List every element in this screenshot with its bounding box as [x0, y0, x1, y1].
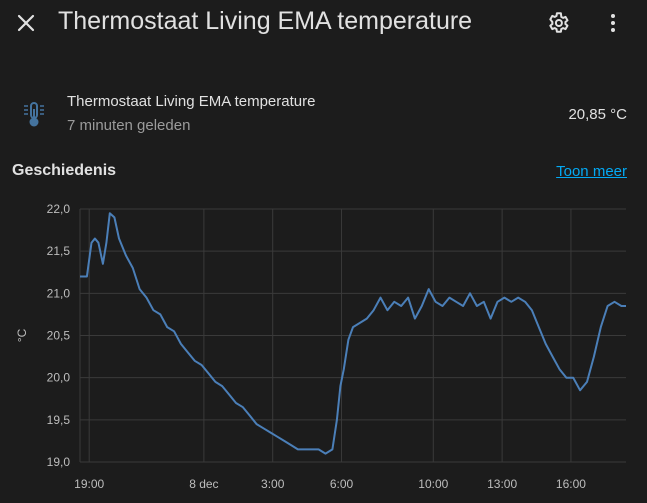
x-tick-label: 10:00	[418, 477, 448, 491]
x-tick-label: 19:00	[74, 477, 104, 491]
entity-state: 20,85 °C	[568, 106, 627, 123]
x-axis: 19:00 8 dec 3:00 6:00 10:00 13:00 16:00	[74, 477, 586, 491]
y-tick-label: 19,0	[47, 455, 71, 469]
y-tick-label: 22,0	[47, 202, 71, 216]
chart-grid	[79, 208, 626, 463]
x-tick-label: 6:00	[330, 477, 354, 491]
history-heading: Geschiedenis	[12, 162, 117, 179]
y-axis: 22,0 21,5 21,0 20,5 20,0 19,5 19,0	[47, 202, 71, 469]
x-tick-label: 8 dec	[189, 477, 218, 491]
more-options-button[interactable]	[595, 5, 631, 41]
entity-row: Thermostaat Living EMA temperature 7 min…	[0, 88, 647, 138]
show-more-link[interactable]: Toon meer	[556, 163, 627, 180]
y-tick-label: 20,5	[47, 329, 71, 343]
entity-last-changed: 7 minuten geleden	[67, 117, 191, 134]
dialog-title: Thermostaat Living EMA temperature	[58, 7, 473, 35]
close-icon	[17, 14, 35, 32]
y-axis-label: °C	[15, 328, 29, 342]
x-tick-label: 16:00	[556, 477, 586, 491]
thermometer-icon	[24, 102, 44, 127]
x-tick-label: 3:00	[261, 477, 285, 491]
temperature-series-line	[80, 212, 626, 455]
y-tick-label: 19,5	[47, 413, 71, 427]
more-vertical-icon	[611, 14, 615, 32]
x-tick-label: 13:00	[487, 477, 517, 491]
gear-icon	[549, 12, 569, 33]
y-tick-label: 21,0	[47, 286, 71, 300]
y-tick-label: 21,5	[47, 244, 71, 258]
history-chart: 22,0 21,5 21,0 20,5 20,0 19,5 19,0 19:00 8 dec 3…	[15, 202, 626, 491]
y-tick-label: 20,0	[47, 371, 71, 385]
close-button[interactable]	[8, 5, 44, 41]
entity-name: Thermostaat Living EMA temperature	[67, 93, 316, 110]
settings-button[interactable]	[540, 5, 576, 41]
top-app-bar: Thermostaat Living EMA temperature	[0, 0, 647, 46]
